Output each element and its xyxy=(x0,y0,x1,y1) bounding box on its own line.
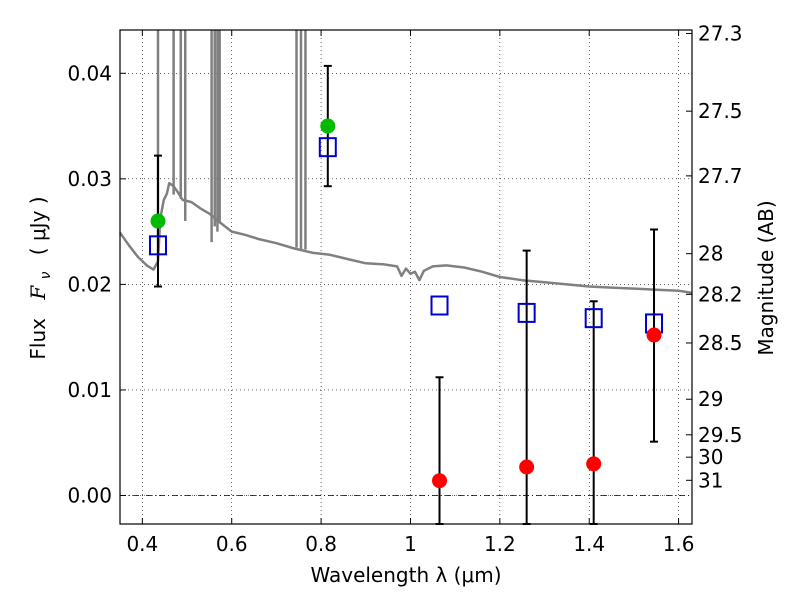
y-axis-label-prefix: Flux xyxy=(26,318,50,360)
grid xyxy=(120,30,692,524)
mag-tick-label: 27.3 xyxy=(698,21,743,45)
model-spectrum xyxy=(118,30,693,295)
x-axis-label: Wavelength λ (μm) xyxy=(310,563,501,587)
observed-flux-circle xyxy=(646,327,662,343)
y-axis-label: Flux F ν ( μJy ) xyxy=(26,196,55,359)
model-flux-square xyxy=(517,302,536,323)
x-tick-label: 1.6 xyxy=(663,532,695,556)
mag-tick-label: 27.5 xyxy=(698,99,743,123)
model-flux-square xyxy=(318,137,337,158)
data-points xyxy=(148,118,664,489)
observed-flux-circle xyxy=(432,473,448,489)
mag-tick-label: 28.5 xyxy=(698,331,743,355)
tick-labels: 0.4 0.6 0.8 1 1.2 1.4 1.6 0.00 0.01 0.02 0.03 0.04 2… xyxy=(67,21,742,556)
plot-frame xyxy=(119,29,693,525)
observed-flux-circle xyxy=(150,213,166,229)
y2-axis-label: Magnitude (AB) xyxy=(754,200,778,355)
x-tick-label: 0.4 xyxy=(126,532,158,556)
y-tick-label: 0.01 xyxy=(67,378,112,402)
observed-flux-circle xyxy=(320,118,336,134)
y-axis-label-subscript: ν xyxy=(38,271,54,279)
y-tick-label: 0.02 xyxy=(67,272,112,296)
axis-ticks xyxy=(120,30,692,524)
mag-tick-label: 30 xyxy=(698,445,723,469)
observed-flux-circle xyxy=(519,459,535,475)
x-tick-label: 0.8 xyxy=(305,532,337,556)
mag-tick-label: 27.7 xyxy=(698,164,743,188)
y-axis-label-symbol: F xyxy=(26,285,50,301)
y-tick-label: 0.00 xyxy=(67,484,112,508)
x-tick-label: 0.6 xyxy=(216,532,248,556)
observed-flux-circle xyxy=(586,456,602,472)
model-flux-square xyxy=(430,295,449,316)
y-tick-label: 0.03 xyxy=(67,167,112,191)
spectrum-line xyxy=(118,181,693,295)
mag-tick-label: 31 xyxy=(698,468,723,492)
error-bars xyxy=(153,64,659,525)
x-tick-label: 1.2 xyxy=(484,532,516,556)
x-tick-label: 1 xyxy=(404,532,417,556)
mag-tick-label: 29.5 xyxy=(698,423,743,447)
mag-tick-label: 29 xyxy=(698,387,723,411)
model-flux-square xyxy=(148,235,167,256)
model-flux-square xyxy=(584,308,603,329)
x-tick-label: 1.4 xyxy=(573,532,605,556)
mag-tick-label: 28 xyxy=(698,242,723,266)
mag-tick-label: 28.2 xyxy=(698,282,743,306)
y-tick-label: 0.04 xyxy=(67,61,112,85)
y-axis-label-units: ( μJy ) xyxy=(26,196,50,255)
